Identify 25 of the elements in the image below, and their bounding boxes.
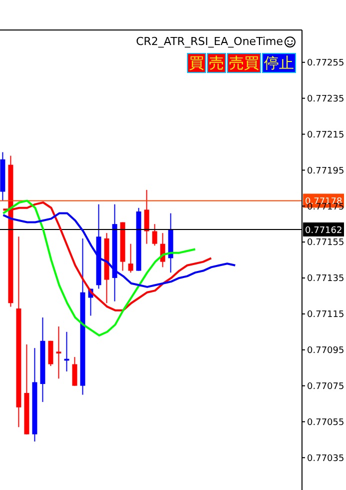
y-tick-label: 0.77235 — [307, 94, 344, 104]
line-series — [2, 200, 196, 336]
y-tick-label: 0.77135 — [307, 274, 344, 284]
y-tick-label: 0.77035 — [307, 454, 344, 464]
y-tick-label: 0.77055 — [307, 418, 344, 428]
annotation: 売 — [207, 53, 226, 73]
candlestick — [48, 340, 54, 367]
annotation: 買 — [187, 53, 206, 73]
y-tick-label: 0.77255 — [307, 58, 344, 69]
text: CR2_ATR_RSI_EA_OneTime — [136, 35, 283, 48]
y-tick-label: 0.77215 — [307, 130, 344, 140]
candlestick — [72, 356, 78, 386]
candlestick — [144, 189, 150, 244]
annotation: 売買 — [227, 53, 261, 73]
y-tick-label: 0.77155 — [307, 238, 344, 248]
y-tick-label: 0.77115 — [307, 310, 344, 320]
candlestick — [152, 224, 158, 246]
y-tick-label: 0.77075 — [307, 382, 344, 392]
y-tick-label: 0.77195 — [307, 166, 344, 176]
candlestick — [128, 243, 134, 274]
y-tick-label: 0.77095 — [307, 346, 344, 356]
text: 停止 — [262, 53, 296, 73]
candlestick — [56, 326, 62, 380]
line-series — [2, 212, 236, 288]
ref-line-label: 0.77162 — [305, 226, 342, 236]
